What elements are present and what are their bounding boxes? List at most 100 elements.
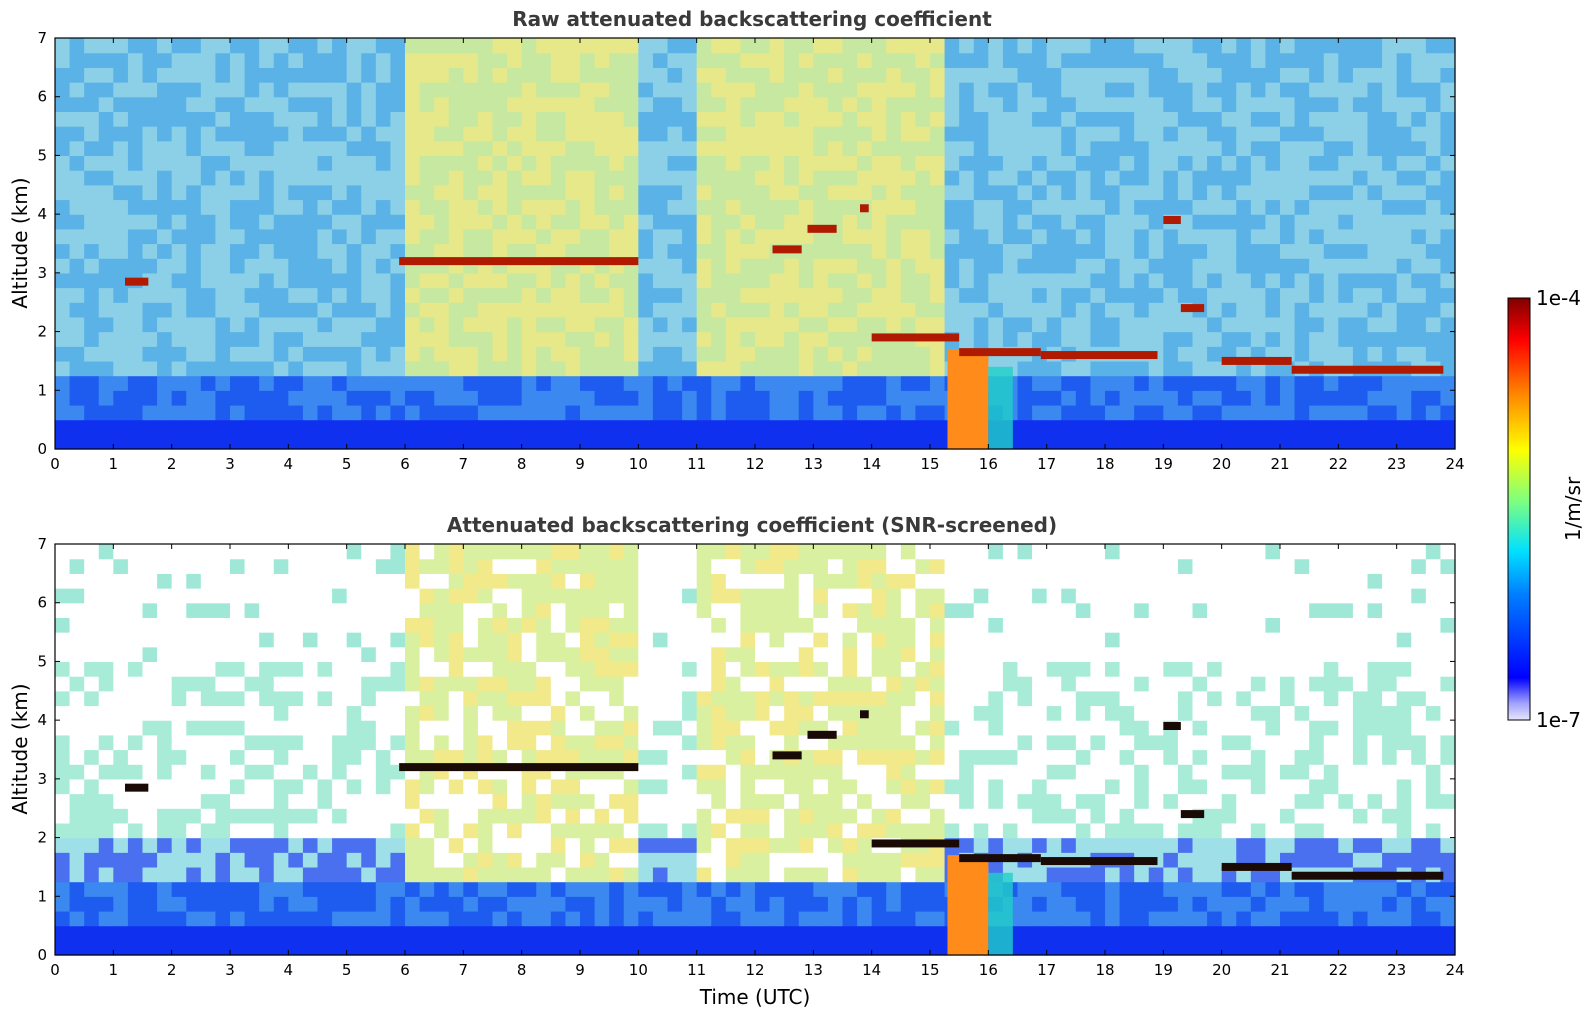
heatmap-cell [915,302,931,318]
heatmap-cell [171,940,187,956]
heatmap-cell [536,646,552,663]
heatmap-cell [419,778,435,795]
heatmap-cell [536,52,552,68]
heatmap-cell [594,778,610,795]
heatmap-cell [580,661,596,677]
heatmap-cell [813,676,829,692]
heatmap-cell [813,96,829,112]
heatmap-cell [419,881,435,897]
heatmap-cell [973,243,989,259]
heatmap-cell [259,852,275,868]
heatmap-cell [682,243,698,259]
heatmap-cell [1163,199,1179,215]
heatmap-cell [492,588,508,604]
heatmap-cell [857,896,873,912]
heatmap-cell [988,126,1004,142]
heatmap-cell [798,126,814,142]
heatmap-cell [915,272,931,289]
heatmap-cell [157,52,173,68]
heatmap-cell [696,705,712,721]
heatmap-cell [507,360,523,377]
heatmap-cell [652,272,669,289]
heatmap-cell [244,404,260,421]
heatmap-cell [609,690,625,707]
heatmap-cell [900,111,917,127]
heatmap-cell [1192,434,1208,450]
heatmap-cell [784,661,800,677]
heatmap-cell [769,82,785,98]
heatmap-cell [959,331,975,347]
heatmap-cell [784,111,800,127]
heatmap-cell [755,272,771,289]
heatmap-cell [1177,96,1194,112]
heatmap-cell [1090,896,1106,912]
heatmap-cell [798,544,814,560]
heatmap-cell [259,749,275,765]
heatmap-cell [1338,331,1354,347]
heatmap-cell [959,676,975,692]
heatmap-cell [361,390,377,406]
heatmap-cell [580,375,596,391]
heatmap-cell [638,52,654,68]
heatmap-cell [623,632,639,648]
heatmap-cell [259,837,275,853]
heatmap-cell [944,588,960,604]
heatmap-cell [944,661,960,677]
heatmap-cell [827,52,844,68]
heatmap-cell [171,67,187,83]
heatmap-cell [84,793,100,809]
heatmap-cell [1338,96,1354,112]
heatmap-cell [230,140,246,157]
heatmap-cell [419,360,435,377]
heatmap-cell [915,434,931,450]
heatmap-cell [375,690,392,707]
heatmap-cell [682,316,698,333]
heatmap-cell [375,126,392,142]
heatmap-cell [1309,404,1325,421]
heatmap-cell [200,764,217,780]
heatmap-cell [1075,940,1092,956]
heatmap-cell [84,573,100,589]
heatmap-cell [1352,272,1369,289]
heatmap-cell [55,558,71,574]
heatmap-cell [1382,346,1398,362]
heatmap-cell [959,793,975,809]
heatmap-cell [142,228,158,245]
heatmap-cell [857,881,873,897]
heatmap-cell [1323,228,1339,245]
heatmap-cell [317,602,333,618]
heatmap-cell [1411,214,1427,230]
heatmap-cell [419,375,435,391]
heatmap-cell [200,852,217,868]
heatmap-cell [419,272,435,289]
heatmap-cell [302,866,319,883]
heatmap-cell [332,258,348,274]
heatmap-cell [1046,434,1062,450]
heatmap-cell [638,852,654,868]
heatmap-cell [798,646,814,663]
heatmap-cell [1323,140,1339,157]
heatmap-cell [1236,390,1252,406]
heatmap-cell [1367,155,1383,171]
heatmap-cell [448,617,464,633]
heatmap-cell [1046,360,1062,377]
heatmap-cell [463,720,479,736]
heatmap-cell [419,573,435,589]
heatmap-cell [1411,199,1427,215]
heatmap-cell [871,690,887,707]
heatmap-cell [609,390,625,406]
heatmap-cell [1032,632,1048,648]
heatmap-cell [1425,316,1442,333]
heatmap-cell [1294,155,1310,171]
heatmap-cell [900,940,917,956]
heatmap-cell [215,346,231,362]
heatmap-cell [871,52,887,68]
heatmap-cell [69,676,85,692]
heatmap-cell [405,925,421,941]
heatmap-cell [1192,228,1208,245]
heatmap-cell [448,910,464,927]
heatmap-cell [755,910,771,927]
heatmap-cell [492,646,508,663]
heatmap-cell [507,404,523,421]
heatmap-cell [244,734,260,751]
